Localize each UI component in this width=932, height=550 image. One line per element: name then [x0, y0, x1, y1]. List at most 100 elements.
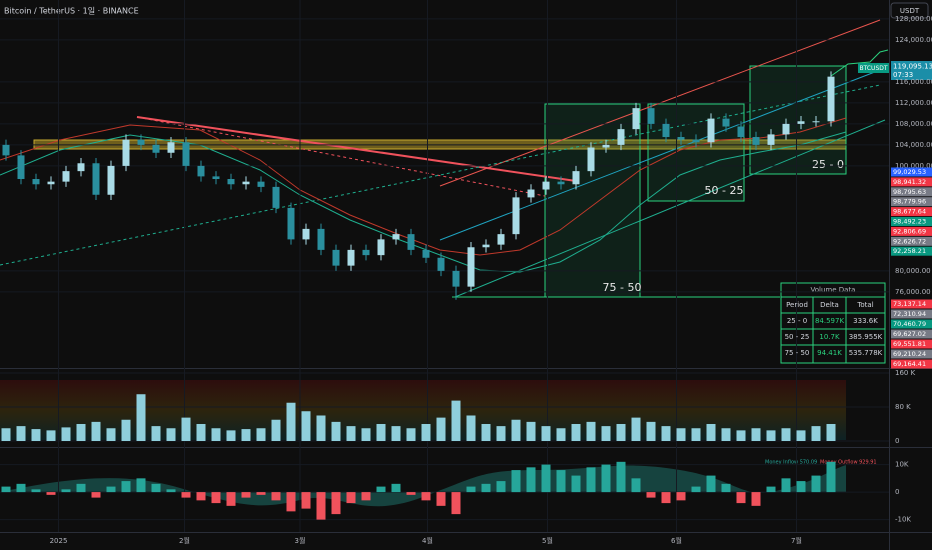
candle-body — [302, 228, 310, 240]
price-label-tag — [891, 167, 932, 177]
bar — [511, 470, 521, 493]
bar — [616, 423, 626, 441]
bar — [286, 402, 296, 441]
bar — [601, 426, 611, 441]
bar — [406, 428, 416, 441]
candle-body — [542, 181, 550, 190]
bar — [691, 428, 701, 441]
bar — [76, 423, 86, 441]
bar — [451, 400, 461, 441]
candle-body — [827, 76, 835, 122]
bar — [241, 492, 251, 498]
x-tick-label: 7월 — [791, 536, 802, 545]
currency-button[interactable] — [890, 2, 929, 19]
bar — [31, 429, 41, 441]
bar — [646, 421, 656, 441]
bar — [121, 419, 131, 441]
price-label-tag — [891, 197, 932, 207]
candle-body — [212, 176, 220, 180]
bar — [361, 428, 371, 441]
bar — [556, 470, 566, 493]
bar — [436, 417, 446, 441]
bar — [391, 426, 401, 441]
bar — [331, 421, 341, 441]
x-tick-label: 6월 — [671, 536, 682, 545]
bar — [16, 426, 26, 441]
bar — [766, 486, 776, 493]
bar — [406, 492, 416, 495]
y-tick-label: 80 K — [895, 403, 911, 411]
table-header: Period — [786, 301, 808, 309]
projection-line — [830, 49, 889, 77]
candle-body — [467, 247, 475, 287]
chart-title: Bitcoin / TetherUS · 1일 · BINANCE — [4, 7, 139, 16]
bar — [106, 486, 116, 493]
bar — [766, 430, 776, 441]
x-tick-label: 2월 — [179, 536, 190, 545]
bar — [316, 492, 326, 520]
bar — [1, 428, 11, 441]
y-tick-label: 0 — [895, 488, 899, 496]
bar — [586, 467, 596, 493]
bar — [781, 478, 791, 493]
bar — [391, 483, 401, 493]
y-tick-label: 128,000.00 — [895, 15, 932, 23]
bar — [286, 492, 296, 512]
bar — [826, 423, 836, 441]
candle-body — [77, 163, 85, 172]
bar — [571, 475, 581, 493]
bar — [91, 421, 101, 441]
candle-body — [632, 108, 640, 130]
bar — [586, 421, 596, 441]
price-label-tag — [891, 349, 932, 359]
table-cell: 75 - 50 — [785, 349, 810, 357]
bar — [211, 492, 221, 504]
price-label-tag — [891, 187, 932, 197]
price-label: 98,941.32 — [893, 178, 926, 186]
candle-body — [392, 234, 400, 240]
candle-body — [362, 249, 370, 256]
bar — [136, 478, 146, 493]
candle-body — [377, 239, 385, 256]
table-cell: 10.7K — [819, 333, 840, 341]
candle-body — [782, 123, 790, 135]
bar — [631, 478, 641, 493]
bar — [706, 475, 716, 493]
table-title: Volume Data — [811, 286, 856, 294]
y-tick-label: 108,000.00 — [895, 120, 932, 128]
bar — [181, 492, 191, 498]
y-tick-label: 0 — [895, 437, 899, 445]
candle-body — [332, 249, 340, 266]
price-label-tag — [891, 299, 932, 309]
price-label-tag — [891, 177, 932, 187]
bar — [736, 430, 746, 441]
price-label: 98,677.64 — [893, 208, 926, 216]
candle-body — [737, 126, 745, 138]
bar — [526, 421, 536, 441]
candle-body — [257, 181, 265, 187]
bar — [91, 492, 101, 498]
price-label: 98,795.63 — [893, 188, 926, 196]
table-cell: 535.778K — [849, 349, 883, 357]
bar — [316, 415, 326, 441]
legend-label: Money Inflow 570.09 — [765, 460, 817, 466]
currency-label[interactable]: USDT — [900, 7, 920, 15]
bar — [541, 426, 551, 441]
bar — [811, 475, 821, 493]
bar — [151, 483, 161, 493]
price-label-tag — [891, 217, 932, 226]
bar — [301, 411, 311, 441]
price-label-tag — [891, 359, 932, 369]
price-label: 98,492.23 — [893, 218, 926, 226]
price-label: 72,310.94 — [893, 310, 926, 318]
candle-body — [152, 144, 160, 153]
bar — [226, 492, 236, 506]
symbol-tag — [858, 63, 889, 73]
y-tick-label: 104,000.00 — [895, 141, 932, 149]
bar — [646, 492, 656, 498]
bar — [166, 428, 176, 441]
last-price-tag — [891, 61, 932, 80]
bar — [106, 428, 116, 441]
bar — [496, 481, 506, 493]
price-label: 70,460.79 — [893, 320, 926, 328]
